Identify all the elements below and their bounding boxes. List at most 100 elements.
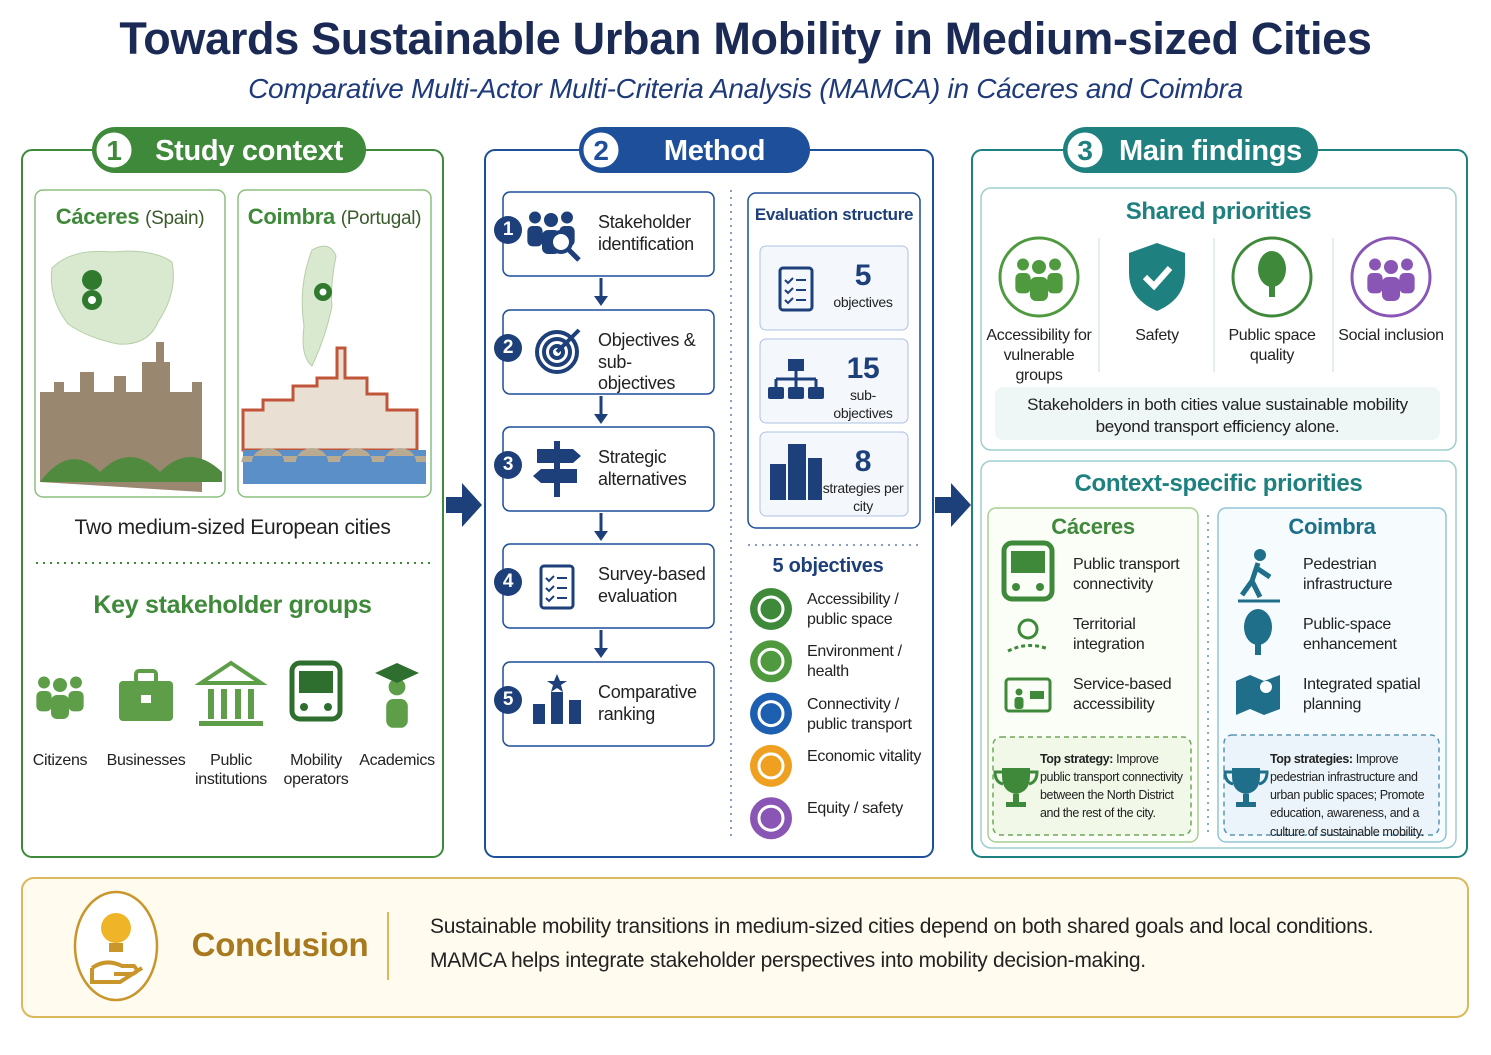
section-title: Method [663,135,766,167]
objective-label: Accessibility / public space [807,591,899,628]
evaluation-label: strategies per city [822,480,904,514]
objective-icon [750,692,792,735]
step-label: Comparative ranking [598,682,697,724]
icon [289,660,343,722]
step-number: 1 [502,219,514,240]
priority-label: Pedestrian infrastructure [1303,556,1393,593]
objective-icon [750,744,792,787]
evaluation-label: sub-objectives [833,387,893,421]
icon [1015,258,1063,301]
step-arrow [594,630,608,658]
panel-conclusion [21,877,1469,1018]
shared-label: Safety [1135,327,1179,344]
stakeholder-label: Businesses [106,752,186,769]
step-number-circle [494,568,522,596]
icon [375,663,419,728]
step-number: 4 [502,571,514,592]
map-pin [82,270,103,302]
stakeholder-label: Mobility operators [283,752,349,789]
objective-label: Environment / health [807,643,902,681]
icon [1001,540,1055,602]
objective-label: Connectivity / public transport [807,695,912,733]
step-label: Stakeholder identification [598,212,694,254]
evaluation-label: objectives [833,294,893,310]
strategy-box [992,736,1192,836]
priority-label: Public transport connectivity [1073,556,1180,593]
step-arrow [594,513,608,541]
objective-icon [750,640,792,683]
icon [1367,258,1415,301]
stakeholder-label: Public institutions [195,752,267,789]
icon [533,674,581,724]
stakeholder-label: Academics [359,752,435,769]
text: (Spain) [145,208,205,229]
icon [535,328,581,374]
city-name: Coimbra [1288,514,1376,539]
step-number-circle [494,334,522,362]
subheading: Context-specific priorities [1074,470,1363,497]
arrow [935,483,971,527]
icon [1244,609,1272,655]
map-pin-dot [88,296,96,304]
section-number: 1 [106,135,122,166]
evaluation-value: 8 [854,445,872,478]
icon [1007,618,1049,653]
objective-label: Economic vitality [807,747,922,765]
icon [527,211,581,262]
evaluation-value: 5 [854,259,872,292]
subheading: Key stakeholder groups [93,591,372,619]
text: Cáceres [55,204,140,229]
icon [770,444,822,500]
evaluation-value: 15 [846,352,880,385]
text: Top strategies: [1270,752,1353,766]
icon [119,669,173,721]
map-spain [50,250,174,345]
text: Top strategy: [1040,752,1114,766]
icon [1238,549,1280,603]
arrow [446,483,482,527]
map-pin-dot [319,288,327,296]
step-label: Survey-based evaluation [598,564,706,606]
subtitle: Comparative Multi-Actor Multi-Criteria A… [248,73,1243,104]
section-title: Study context [155,135,343,167]
step-number: 2 [502,337,514,358]
section-title: Main findings [1119,135,1302,167]
city-illustration [241,346,419,452]
icon [1258,251,1286,297]
shared-label: Social inclusion [1338,327,1444,344]
bridge [241,448,426,462]
subheading: 5 objectives [772,555,884,577]
icon [768,359,824,399]
city-name: Cáceres (Spain) [35,204,225,231]
note-box [995,387,1440,440]
step-number-circle [494,451,522,479]
icon [1129,243,1185,311]
icon [539,564,575,610]
note: Stakeholders in both cities value sustai… [1027,395,1408,437]
step-arrow [594,278,608,306]
priority-label: Service-based accessibility [1073,676,1172,713]
priority-label: Territorial integration [1073,616,1145,653]
section-number: 3 [1077,135,1093,166]
icon [533,441,581,497]
priority-label: Public-space enhancement [1303,616,1397,653]
pill-circle [93,129,135,171]
icon [778,266,814,312]
step-label: Strategic alternatives [598,447,687,489]
step-number: 3 [502,454,514,475]
bulb [101,913,131,943]
icon [1004,677,1052,713]
section-number: 2 [593,135,609,166]
conclusion-title: Conclusion [191,926,369,963]
shared-box [980,187,1457,451]
city-name: Coimbra (Portugal) [238,204,431,231]
title: Towards Sustainable Urban Mobility in Me… [119,13,1372,64]
icon [36,676,84,719]
strategy-text: Top strategy: Improve public transport c… [1040,750,1190,823]
pill-circle [580,129,622,171]
text: Coimbra [247,204,335,229]
objective-label: Equity / safety [807,800,903,818]
bulb-base [109,943,123,952]
conclusion-text: MAMCA helps integrate stakeholder perspe… [430,949,1146,972]
